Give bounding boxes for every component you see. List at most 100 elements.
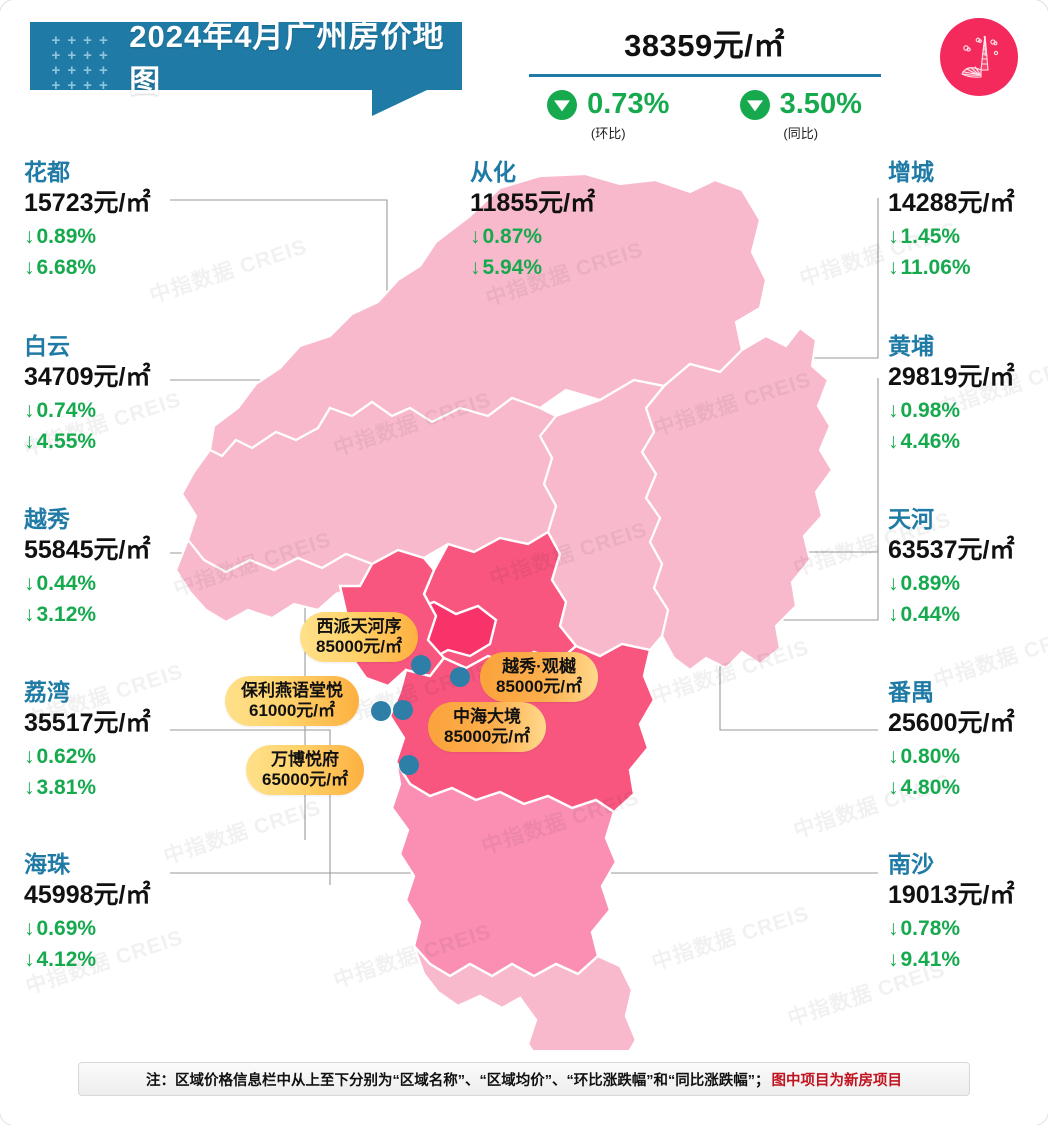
district-price: 35517元/㎡: [24, 708, 151, 737]
city-yoy-caption: (同比): [783, 126, 819, 141]
arrow-down-icon: ↓: [888, 224, 899, 248]
district-mom: ↓0.80%: [888, 741, 1014, 773]
project-marker-dot[interactable]: [450, 667, 470, 687]
district-mom-value: 0.89%: [36, 224, 97, 248]
project-marker-dot[interactable]: [371, 701, 391, 721]
district-price: 15723元/㎡: [24, 188, 151, 217]
district-info-baiyun[interactable]: 白云 34709元/㎡ ↓0.74% ↓4.55%: [24, 332, 150, 458]
title-banner: + + + + + + + + + + + + + + + + 2024年4月广…: [30, 19, 462, 99]
plus-icon: +: [51, 62, 61, 79]
project-price: 85000元/㎡: [496, 677, 582, 697]
district-yoy-value: 0.44%: [900, 603, 961, 626]
district-mom-value: 0.98%: [900, 398, 961, 422]
district-yoy-value: 11.06%: [900, 256, 971, 279]
district-mom-value: 1.45%: [900, 224, 961, 248]
district-info-nansha[interactable]: 南沙 19013元/㎡ ↓0.78% ↓9.41%: [888, 850, 1014, 976]
arrow-down-icon: ↓: [888, 948, 899, 971]
district-mom-value: 0.78%: [900, 916, 961, 940]
plus-icon: +: [98, 47, 108, 64]
district-info-conghua[interactable]: 从化 11855元/㎡ ↓0.87% ↓5.94%: [470, 158, 595, 284]
guangzhou-district-map: 中指数据 CREIS 中指数据 CREIS 中指数据 CREIS 中指数据 CR…: [0, 140, 1048, 1050]
project-price: 85000元/㎡: [444, 727, 530, 747]
district-mom: ↓0.62%: [24, 741, 150, 773]
project-callout-wanboyuefu[interactable]: 万博悦府 65000元/㎡: [246, 745, 364, 796]
plus-icon: +: [51, 47, 61, 64]
project-marker-dot[interactable]: [399, 755, 419, 775]
project-marker-dot[interactable]: [393, 700, 413, 720]
project-callout-xipaitianhexu[interactable]: 西派天河序 85000元/㎡: [300, 612, 418, 663]
arrow-down-icon: ↓: [24, 224, 35, 248]
footer-note-highlight: 图中项目为新房项目: [771, 1072, 903, 1089]
plus-icon: +: [67, 47, 77, 64]
plus-icon: +: [51, 32, 61, 49]
district-mom: ↓0.89%: [24, 221, 150, 253]
page-title: 2024年4月广州房价地图: [129, 19, 445, 99]
district-price: 45998元/㎡: [24, 880, 151, 909]
arrow-down-icon: ↓: [24, 603, 35, 626]
district-yoy-value: 4.46%: [900, 430, 961, 453]
district-yoy-value: 4.80%: [900, 776, 961, 799]
project-name: 西派天河序: [316, 617, 402, 636]
district-mom-value: 0.80%: [900, 744, 961, 768]
district-info-huangpu[interactable]: 黄埔 29819元/㎡ ↓0.98% ↓4.46%: [888, 332, 1014, 458]
city-mom-change: 0.73% (环比): [547, 88, 669, 142]
arrow-down-icon: ↓: [470, 224, 481, 248]
district-mom: ↓0.69%: [24, 913, 150, 945]
arrow-down-icon: ↓: [24, 744, 35, 768]
arrow-down-icon: ↓: [24, 948, 35, 971]
district-yoy: ↓9.41%: [888, 944, 1014, 976]
district-mom: ↓0.74%: [24, 395, 150, 427]
city-yoy-value: 3.50%: [779, 88, 862, 120]
plus-icon: +: [67, 32, 77, 49]
district-info-huadu[interactable]: 花都 15723元/㎡ ↓0.89% ↓6.68%: [24, 158, 150, 284]
district-yoy-value: 4.12%: [36, 948, 97, 971]
district-price: 63537元/㎡: [888, 535, 1015, 564]
arrow-down-icon: ↓: [24, 430, 35, 453]
arrow-down-icon: ↓: [24, 398, 35, 422]
project-marker-dot[interactable]: [411, 655, 431, 675]
plus-icon: +: [83, 62, 92, 79]
district-info-liwan[interactable]: 荔湾 35517元/㎡ ↓0.62% ↓3.81%: [24, 678, 150, 804]
district-yoy-value: 6.68%: [36, 256, 97, 279]
district-name: 荔湾: [24, 679, 70, 705]
project-price: 85000元/㎡: [316, 637, 402, 657]
plus-icon: +: [83, 47, 92, 64]
project-callout-baoliyanyutangyue[interactable]: 保利燕语堂悦 61000元/㎡: [225, 676, 359, 727]
district-info-tianhe[interactable]: 天河 63537元/㎡ ↓0.89% ↓0.44%: [888, 505, 1014, 631]
canton-tower-logo: [940, 18, 1018, 96]
arrow-down-icon: ↓: [24, 256, 35, 279]
district-name: 越秀: [24, 506, 70, 532]
district-yoy-value: 4.55%: [36, 430, 97, 453]
district-mom: ↓0.87%: [470, 221, 595, 253]
project-callout-yuexiu-guanyue[interactable]: 越秀·观樾 85000元/㎡: [480, 652, 598, 703]
project-name: 保利燕语堂悦: [241, 681, 343, 700]
arrow-down-icon: ↓: [888, 916, 899, 940]
banner-dot-pattern: + + + + + + + + + + + + + + + +: [48, 32, 111, 93]
district-info-yuexiu[interactable]: 越秀 55845元/㎡ ↓0.44% ↓3.12%: [24, 505, 150, 631]
city-mom-value: 0.73%: [587, 88, 670, 120]
district-yoy: ↓3.12%: [24, 599, 150, 631]
project-callout-zhonghaidajing[interactable]: 中海大境 85000元/㎡: [428, 702, 546, 753]
district-name: 花都: [24, 159, 70, 185]
district-mom-value: 0.89%: [900, 571, 961, 595]
map-svg: [170, 172, 879, 1050]
arrow-down-icon: ↓: [470, 256, 481, 279]
district-info-zengcheng[interactable]: 增城 14288元/㎡ ↓1.45% ↓11.06%: [888, 158, 1014, 284]
arrow-down-icon: ↓: [888, 603, 899, 626]
district-info-haizhu[interactable]: 海珠 45998元/㎡ ↓0.69% ↓4.12%: [24, 850, 150, 976]
district-yoy: ↓0.44%: [888, 599, 1014, 631]
arrow-down-icon: ↓: [24, 776, 35, 799]
arrow-down-icon: ↓: [888, 776, 899, 799]
city-mom-caption: (环比): [590, 126, 626, 141]
header-divider: [528, 74, 881, 77]
district-yoy-value: 9.41%: [900, 948, 961, 971]
district-yoy: ↓6.68%: [24, 252, 150, 284]
district-info-panyu[interactable]: 番禺 25600元/㎡ ↓0.80% ↓4.80%: [888, 678, 1014, 804]
district-price: 29819元/㎡: [888, 362, 1015, 391]
district-yoy: ↓3.81%: [24, 772, 150, 804]
district-mom-value: 0.62%: [36, 744, 97, 768]
plus-icon: +: [98, 32, 108, 49]
district-shape-nansha: [412, 945, 638, 1050]
plus-icon: +: [67, 77, 77, 94]
footer-note-text: 注：区域价格信息栏中从上至下分别为“区域名称”、“区域均价”、“环比涨跌幅”和“…: [146, 1072, 770, 1089]
